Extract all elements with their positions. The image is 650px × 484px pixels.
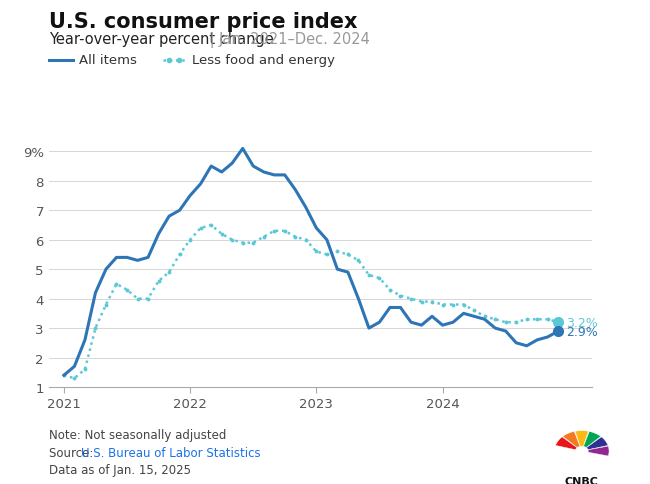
Text: Less food and energy: Less food and energy [192, 54, 335, 67]
Text: U.S. Bureau of Labor Statistics: U.S. Bureau of Labor Statistics [81, 446, 261, 459]
Text: Year-over-year percent change: Year-over-year percent change [49, 32, 274, 47]
Text: All items: All items [79, 54, 136, 67]
Text: Source:: Source: [49, 446, 97, 459]
Text: Jan. 2021–Dec. 2024: Jan. 2021–Dec. 2024 [219, 32, 371, 47]
Text: U.S. consumer price index: U.S. consumer price index [49, 12, 358, 32]
Text: Note: Not seasonally adjusted: Note: Not seasonally adjusted [49, 428, 226, 441]
Text: Data as of Jan. 15, 2025: Data as of Jan. 15, 2025 [49, 463, 190, 476]
Text: CNBC: CNBC [565, 476, 599, 484]
Text: 2.9%: 2.9% [566, 325, 597, 338]
Text: 3.2%: 3.2% [566, 316, 597, 329]
Text: |: | [205, 32, 220, 48]
